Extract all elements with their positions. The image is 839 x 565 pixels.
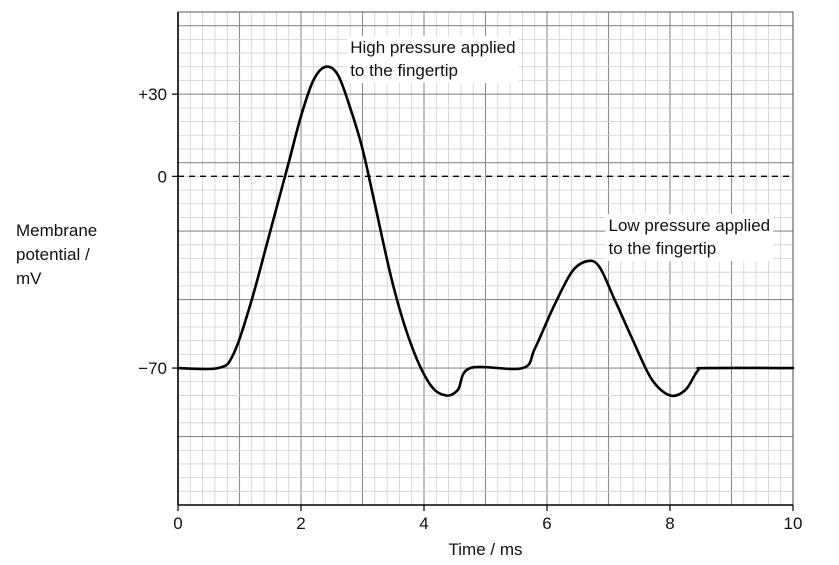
annotation-high-line-1: High pressure applied [350, 38, 515, 57]
annotation-low-background [605, 214, 774, 262]
x-axis-label: Time / ms [449, 540, 523, 559]
y-tick-label: 0 [158, 167, 167, 186]
y-tick-label: +30 [138, 85, 167, 104]
y-tick-label: −70 [138, 359, 167, 378]
y-axis-label-line-2: potential / [16, 245, 90, 264]
y-axis-ticks: +30 0 −70 [138, 85, 178, 378]
x-tick-label: 6 [542, 514, 551, 533]
x-tick-label: 8 [665, 514, 674, 533]
y-axis-label-line-3: mV [16, 269, 42, 288]
x-axis-ticks: 0 2 4 6 8 10 [173, 505, 802, 533]
x-tick-label: 4 [419, 514, 428, 533]
x-tick-label: 10 [784, 514, 803, 533]
x-tick-label: 0 [173, 514, 182, 533]
membrane-potential-line [176, 65, 795, 398]
annotation-high-line-2: to the fingertip [350, 61, 458, 80]
x-tick-label: 2 [296, 514, 305, 533]
annotation-high-background [347, 36, 519, 84]
annotation-low-line-2: to the fingertip [609, 239, 717, 258]
annotation-low-pressure: Low pressure applied to the fingertip [605, 214, 774, 262]
annotation-low-line-1: Low pressure applied [609, 216, 771, 235]
y-axis-label-line-1: Membrane [16, 221, 97, 240]
annotation-high-pressure: High pressure applied to the fingertip [347, 36, 519, 84]
